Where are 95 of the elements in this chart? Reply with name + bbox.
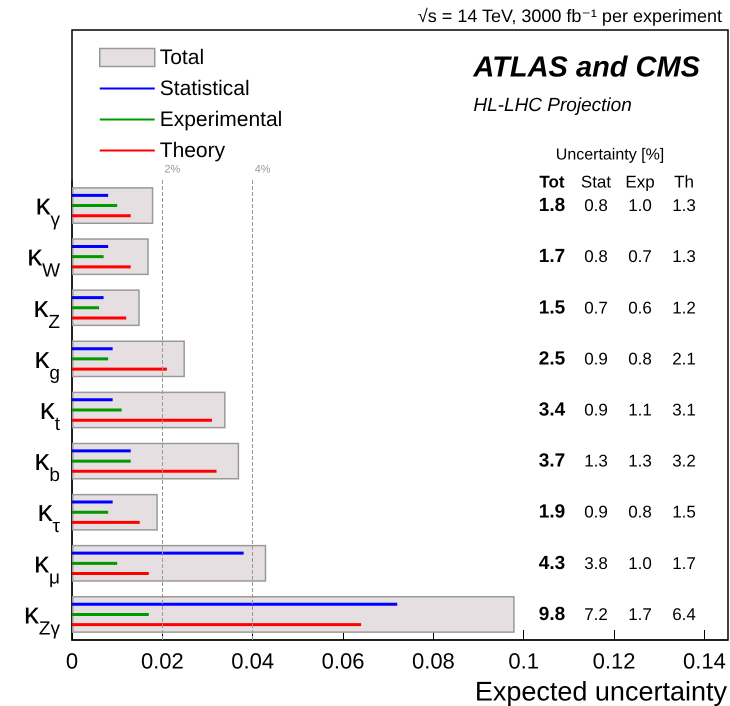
bar [72,347,113,350]
chart-subtitle: HL-LHC Projection [473,95,632,116]
text: √s = 14 TeV, 3000 fb⁻¹ per experiment [418,6,722,26]
annotation: 1.7 [628,604,652,624]
bar [72,265,131,268]
annotation: 0.9 [584,349,608,368]
annotation: 0.6 [628,298,652,318]
bar [72,214,131,218]
y-tick-label: κ$_{μ}$ [34,546,60,588]
y-tick-label: κ$_{W}$ [27,240,60,282]
annotation: 3.1 [672,400,696,420]
legend-label: Theory [160,139,226,162]
ref-line-label: 4% [254,164,271,176]
chart-title: ATLAS and CMS [472,52,701,84]
bar [72,398,113,402]
annotation: 2.1 [672,349,696,368]
x-tick-label: 0 [66,648,78,674]
annotation: 1.5 [672,502,696,522]
x-tick-label: 0.04 [231,648,274,674]
legend-label: Experimental [160,108,282,131]
annotation: 7.2 [584,604,608,624]
annotation: 0.8 [628,502,652,522]
annotation: 1.1 [628,400,652,420]
annotation: Exp [625,172,655,192]
bar [72,408,122,412]
bar [72,500,113,504]
bar [72,449,131,452]
bar [72,244,108,248]
annotation: 1.3 [584,452,608,471]
x-tick-label: 0.06 [322,648,364,674]
y-tick-label: κ$_{τ}$ [37,495,60,537]
y-tick-label: κ$_{b}$ [34,444,60,486]
ref-line-label: 2% [164,164,180,176]
bar [72,306,100,310]
y-tick-label: κ$_{t}$ [40,393,61,434]
annotation: 2.5 [538,348,566,370]
y-tick-label: κ$_{γ}$ [36,188,60,230]
bar [72,602,398,606]
x-tick-label: 0.14 [683,648,726,674]
bar [72,612,149,616]
y-tick-label: κ$_{Zγ}$ [24,597,60,639]
annotation: 3.8 [584,554,608,573]
annotation: 1.7 [538,246,566,268]
annotation: 0.7 [584,298,608,318]
x-axis-title: Expected uncertainty [474,676,728,706]
bar [72,460,131,463]
bar [72,572,149,576]
legend-label: Total [160,46,204,69]
bar [72,470,217,473]
annotation: Tot [539,172,565,192]
legend-label: Statistical [160,77,250,100]
annotation: 1.0 [628,554,652,573]
annotation: 1.2 [672,298,696,318]
bar [72,316,126,320]
annotation: 0.8 [584,247,608,266]
annotation: 0.9 [584,502,608,522]
annotation: Th [674,172,694,192]
annotation: 0.8 [628,349,652,368]
bar [72,357,108,360]
annotation: 0.7 [628,247,652,266]
annotation: 3.2 [672,452,696,471]
annotation: 0.8 [584,196,608,216]
bar [72,520,140,524]
bar [72,368,167,371]
x-tick-label: 0.1 [508,648,540,674]
annotation: Stat [580,172,612,192]
annotation: 9.8 [538,604,566,625]
bar [72,194,108,197]
x-tick-label: 0.02 [140,648,184,674]
bar [72,418,212,422]
annotation: 1.8 [538,195,566,216]
annotation: 4.3 [538,552,566,574]
annotation: 3.7 [538,450,566,472]
annotation: 1.0 [628,196,652,216]
x-tick-label: 0.08 [412,648,455,674]
bar [72,510,108,514]
x-tick-label: 0.12 [592,648,636,674]
annotation: 1.5 [538,297,566,318]
y-tick-label: κ$_{g}$ [34,342,60,384]
bar [72,255,104,258]
annotation: 0.9 [584,400,608,420]
annotation: 1.7 [672,554,696,573]
bar [72,204,118,208]
annotation: 1.9 [538,502,566,523]
annotation: 3.4 [538,400,566,420]
text: Uncertainty [%] [556,146,664,164]
annotation: 1.3 [672,247,696,266]
annotation: 6.4 [672,604,696,624]
bar [72,552,244,555]
y-tick-label: κ$_{Z}$ [33,290,60,332]
bar [72,623,362,626]
bar [72,562,118,565]
annotation: 1.3 [628,452,652,471]
annotation: 1.3 [672,196,696,216]
bar [72,296,104,300]
